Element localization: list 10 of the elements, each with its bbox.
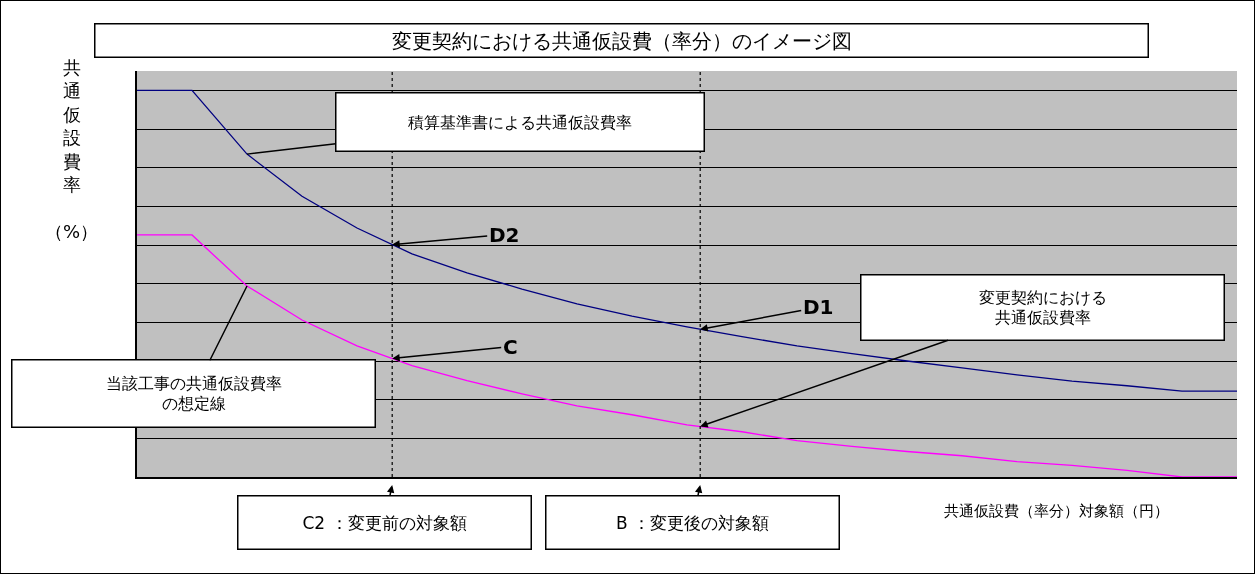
text: 共通仮設費率（%） bbox=[45, 57, 99, 242]
annotation: C bbox=[503, 335, 518, 359]
annotation: 当該工事の共通仮設費率の想定線 bbox=[105, 373, 282, 414]
x-axis-title: 共通仮設費（率分）対象額（円） bbox=[944, 502, 1169, 520]
chart-title: 変更契約における共通仮設費（率分）のイメージ図 bbox=[391, 28, 852, 53]
annotation: D1 bbox=[803, 295, 834, 319]
annotation: 積算基準書による共通仮設費率 bbox=[408, 112, 632, 132]
annotation: D2 bbox=[489, 223, 520, 247]
callout-box: 当該工事の共通仮設費率の想定線 bbox=[11, 285, 376, 428]
annotation: 変更契約における共通仮設費率 bbox=[978, 287, 1107, 328]
